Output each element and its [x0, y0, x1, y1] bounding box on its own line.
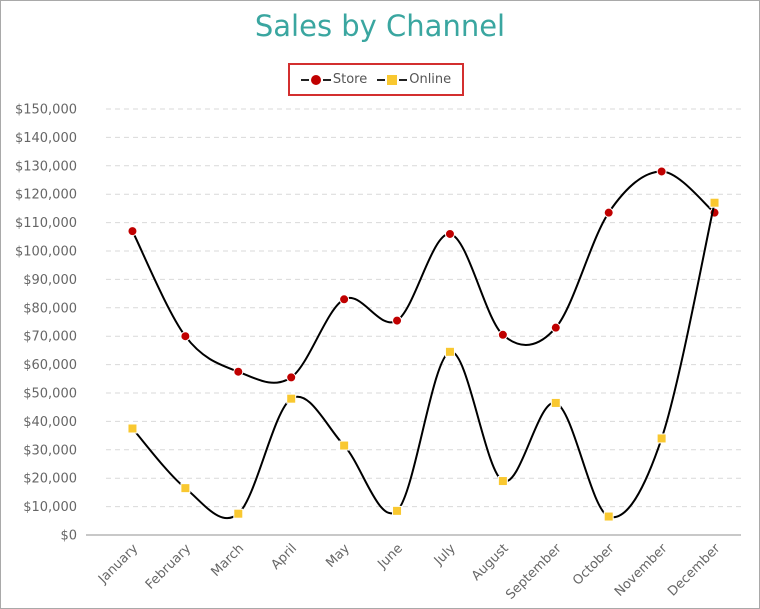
y-tick-label: $0 — [60, 529, 77, 544]
y-tick-label: $110,000 — [15, 216, 77, 231]
data-point-online — [180, 483, 191, 494]
legend-line — [377, 78, 386, 81]
data-point-store — [392, 315, 403, 326]
data-point-online — [656, 433, 667, 444]
x-tick-label: January — [95, 541, 141, 587]
store-marker-icon — [310, 74, 321, 85]
data-point-store — [444, 228, 455, 239]
x-tick-label: April — [268, 541, 300, 573]
data-point-store — [497, 329, 508, 340]
online-marker-icon — [387, 74, 398, 85]
x-tick-label: June — [375, 541, 406, 572]
data-point-online — [603, 511, 614, 522]
y-tick-label: $140,000 — [15, 131, 77, 146]
x-tick-label: May — [323, 541, 353, 571]
x-tick-label: September — [503, 541, 565, 603]
data-point-online — [497, 476, 508, 487]
x-tick-label: July — [431, 541, 459, 569]
data-point-online — [286, 393, 297, 404]
data-point-online — [709, 197, 720, 208]
y-tick-label: $20,000 — [23, 472, 77, 487]
x-tick-label: February — [143, 541, 195, 593]
data-point-online — [550, 397, 561, 408]
data-point-store — [233, 366, 244, 377]
legend-line — [322, 78, 331, 81]
y-tick-label: $130,000 — [15, 159, 77, 174]
data-point-online — [392, 505, 403, 516]
legend-label-store: Store — [332, 72, 368, 87]
data-point-online — [444, 346, 455, 357]
data-point-store — [603, 207, 614, 218]
data-point-store — [550, 322, 561, 333]
y-tick-label: $90,000 — [23, 273, 77, 288]
y-tick-label: $150,000 — [15, 103, 77, 118]
y-tick-label: $50,000 — [23, 387, 77, 402]
data-point-store — [286, 372, 297, 383]
chart-legend[interactable]: Store Online — [288, 63, 464, 96]
y-tick-label: $100,000 — [15, 245, 77, 260]
data-point-store — [127, 226, 138, 237]
series-line-online — [131, 202, 716, 520]
y-tick-label: $120,000 — [15, 188, 77, 203]
chart-title: Sales by Channel — [254, 9, 506, 43]
series-line-store — [131, 170, 716, 384]
y-tick-label: $70,000 — [23, 330, 77, 345]
data-point-online — [233, 508, 244, 519]
data-point-store — [656, 166, 667, 177]
y-tick-label: $40,000 — [23, 415, 77, 430]
x-tick-label: November — [612, 541, 671, 600]
x-tick-label: October — [570, 541, 618, 589]
legend-label-online: Online — [409, 72, 452, 87]
x-tick-label: March — [208, 541, 247, 580]
data-point-online — [127, 423, 138, 434]
legend-line — [399, 78, 408, 81]
legend-item-online[interactable]: Online — [377, 72, 451, 87]
x-tick-label: August — [469, 541, 512, 584]
y-tick-label: $30,000 — [23, 443, 77, 458]
y-tick-label: $80,000 — [23, 301, 77, 316]
legend-item-store[interactable]: Store — [300, 72, 368, 87]
legend-line — [300, 78, 309, 81]
data-point-store — [180, 331, 191, 342]
data-point-online — [339, 440, 350, 451]
y-tick-label: $10,000 — [23, 500, 77, 515]
data-point-store — [339, 294, 350, 305]
x-tick-label: December — [665, 541, 724, 600]
y-tick-label: $60,000 — [23, 358, 77, 373]
